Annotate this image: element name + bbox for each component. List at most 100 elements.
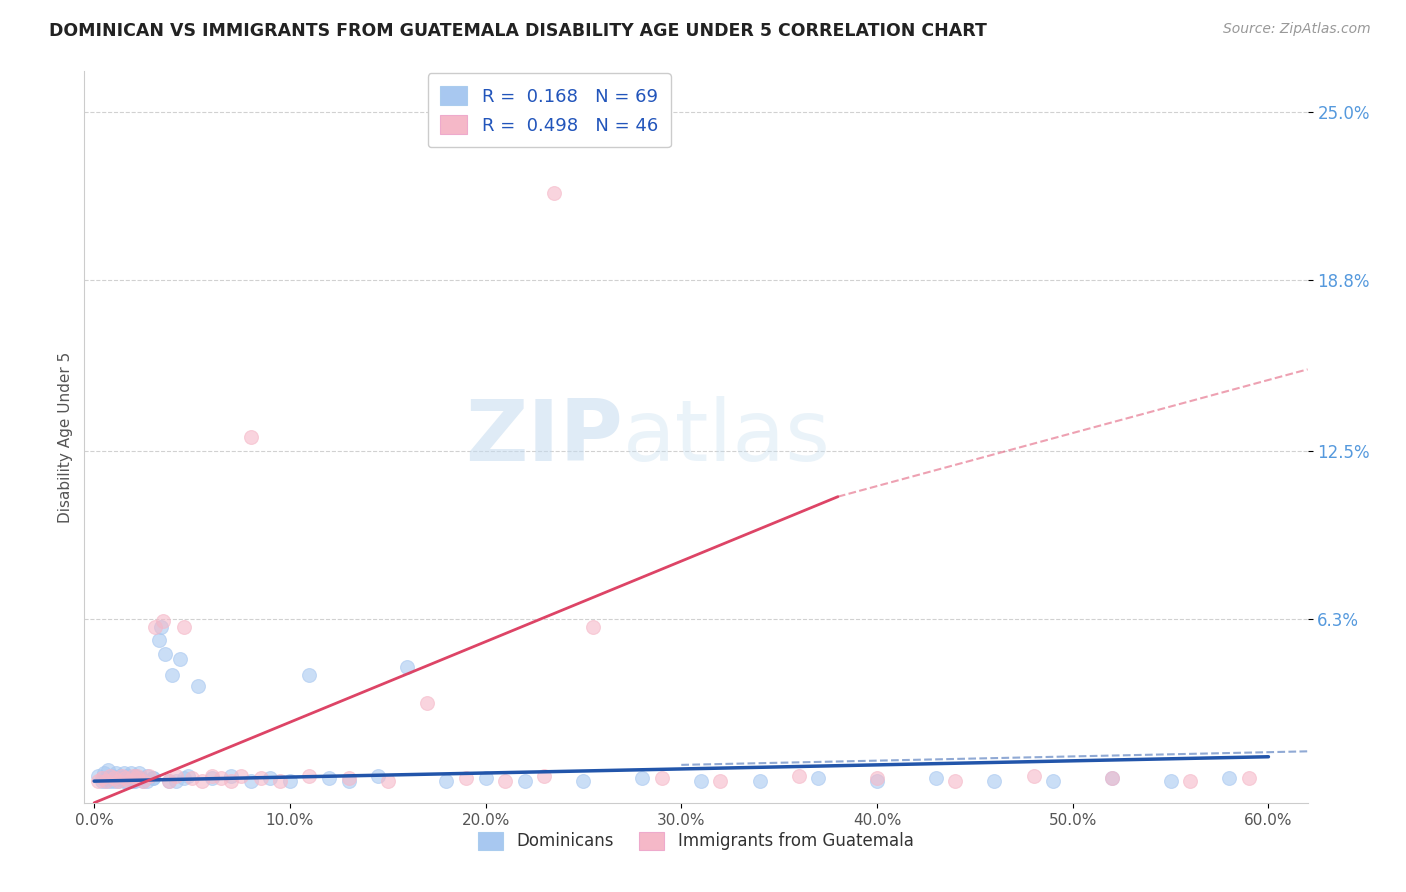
Point — [112, 774, 135, 789]
Point — [1042, 774, 1064, 789]
Point — [152, 615, 174, 629]
Point — [91, 774, 114, 789]
Point — [318, 772, 340, 786]
Point — [239, 430, 262, 444]
Point — [107, 774, 129, 789]
Point — [249, 772, 271, 786]
Point — [118, 772, 141, 786]
Point — [787, 769, 810, 783]
Point — [866, 774, 889, 789]
Point — [239, 774, 262, 789]
Point — [103, 772, 125, 786]
Point — [543, 186, 565, 201]
Point — [149, 620, 172, 634]
Y-axis label: Disability Age Under 5: Disability Age Under 5 — [58, 351, 73, 523]
Point — [377, 774, 399, 789]
Point — [97, 764, 120, 778]
Point — [259, 772, 281, 786]
Point — [157, 774, 180, 789]
Point — [87, 769, 110, 783]
Point — [127, 772, 149, 786]
Point — [709, 774, 731, 789]
Point — [108, 769, 131, 783]
Point — [337, 772, 360, 786]
Point — [162, 668, 184, 682]
Point — [143, 620, 166, 634]
Point — [136, 769, 159, 783]
Point — [187, 679, 209, 693]
Point — [191, 774, 214, 789]
Legend: Dominicans, Immigrants from Guatemala: Dominicans, Immigrants from Guatemala — [468, 822, 924, 860]
Point — [219, 774, 242, 789]
Point — [136, 774, 159, 789]
Point — [110, 769, 132, 783]
Point — [124, 774, 146, 789]
Point — [117, 769, 139, 783]
Point — [494, 774, 516, 789]
Point — [112, 766, 135, 780]
Point — [200, 772, 222, 786]
Text: DOMINICAN VS IMMIGRANTS FROM GUATEMALA DISABILITY AGE UNDER 5 CORRELATION CHART: DOMINICAN VS IMMIGRANTS FROM GUATEMALA D… — [49, 22, 987, 40]
Point — [269, 774, 291, 789]
Point — [87, 774, 110, 789]
Point — [173, 772, 195, 786]
Point — [103, 772, 125, 786]
Point — [474, 772, 496, 786]
Point — [278, 774, 301, 789]
Point — [396, 660, 419, 674]
Point — [1218, 772, 1240, 786]
Point — [98, 769, 121, 783]
Point — [209, 772, 232, 786]
Point — [124, 769, 146, 783]
Point — [110, 772, 132, 786]
Point — [93, 766, 115, 780]
Point — [177, 769, 200, 783]
Point — [165, 769, 187, 783]
Point — [337, 774, 360, 789]
Point — [148, 633, 170, 648]
Point — [118, 774, 141, 789]
Point — [416, 696, 439, 710]
Point — [98, 774, 121, 789]
Point — [1237, 772, 1260, 786]
Point — [153, 647, 176, 661]
Point — [142, 772, 165, 786]
Point — [807, 772, 830, 786]
Point — [1178, 774, 1201, 789]
Point — [107, 772, 129, 786]
Point — [533, 769, 555, 783]
Point — [100, 769, 122, 783]
Point — [943, 774, 966, 789]
Point — [132, 774, 155, 789]
Point — [748, 774, 770, 789]
Point — [367, 769, 389, 783]
Point — [114, 774, 136, 789]
Point — [104, 766, 127, 780]
Point — [925, 772, 948, 786]
Point — [127, 769, 149, 783]
Point — [114, 772, 136, 786]
Point — [118, 772, 141, 786]
Point — [651, 772, 673, 786]
Point — [98, 772, 121, 786]
Point — [94, 774, 117, 789]
Point — [1101, 772, 1123, 786]
Point — [103, 774, 125, 789]
Point — [120, 766, 142, 780]
Point — [1160, 774, 1182, 789]
Point — [181, 772, 204, 786]
Point — [94, 774, 117, 789]
Point — [983, 774, 1005, 789]
Point — [94, 772, 117, 786]
Point — [1101, 772, 1123, 786]
Point — [219, 769, 242, 783]
Point — [157, 774, 180, 789]
Point — [866, 772, 889, 786]
Point — [200, 769, 222, 783]
Text: ZIP: ZIP — [465, 395, 623, 479]
Point — [298, 668, 321, 682]
Point — [138, 769, 160, 783]
Text: Source: ZipAtlas.com: Source: ZipAtlas.com — [1223, 22, 1371, 37]
Point — [298, 769, 321, 783]
Point — [91, 772, 114, 786]
